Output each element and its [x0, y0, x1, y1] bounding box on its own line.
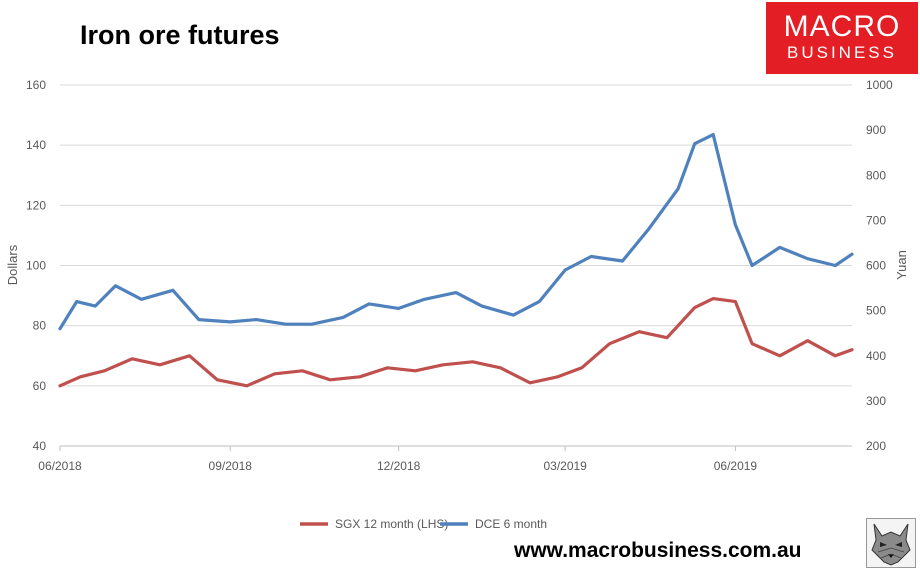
- y-axis-right: 200 300 400 500 600 700 800 900 1000: [866, 78, 893, 453]
- series-line-dce: [58, 133, 854, 331]
- gridlines: [60, 84, 852, 387]
- x-tick-label: 12/2018: [377, 459, 421, 473]
- y-axis-left-label: Dollars: [5, 244, 20, 285]
- x-tick-label: 06/2019: [714, 459, 758, 473]
- legend-label: SGX 12 month (LHS): [335, 517, 448, 531]
- y-right-tick-label: 900: [866, 123, 886, 137]
- website-url: www.macrobusiness.com.au: [514, 539, 802, 562]
- y-left-tick-label: 40: [33, 439, 47, 453]
- x-tick-label: 03/2019: [543, 459, 587, 473]
- series-lines: [58, 133, 854, 388]
- y-left-tick-label: 160: [26, 78, 46, 92]
- x-tick-label: 09/2018: [209, 459, 253, 473]
- y-right-tick-label: 400: [866, 349, 886, 363]
- wolf-logo-icon: [866, 518, 916, 568]
- logo-text-macro: MACRO: [783, 10, 901, 43]
- logo-text-business: BUSINESS: [787, 43, 897, 62]
- y-axis-left: 40 60 80 100 120 140 160: [26, 78, 46, 453]
- y-right-tick-label: 1000: [866, 78, 893, 92]
- y-right-tick-label: 300: [866, 394, 886, 408]
- x-tick-label: 06/2018: [38, 459, 82, 473]
- y-left-tick-label: 120: [26, 198, 46, 212]
- y-left-tick-label: 60: [33, 379, 47, 393]
- y-right-tick-label: 600: [866, 259, 886, 273]
- legend: SGX 12 month (LHS) DCE 6 month: [300, 517, 547, 531]
- y-right-tick-label: 500: [866, 304, 886, 318]
- y-left-tick-label: 100: [26, 259, 46, 273]
- chart-title: Iron ore futures: [80, 20, 280, 50]
- y-right-tick-label: 800: [866, 168, 886, 182]
- y-right-tick-label: 700: [866, 213, 886, 227]
- y-right-tick-label: 200: [866, 439, 886, 453]
- legend-label: DCE 6 month: [475, 517, 547, 531]
- x-axis: 06/2018 09/2018 12/2018 03/2019 06/2019: [38, 445, 852, 473]
- y-axis-right-label: Yuan: [894, 250, 909, 280]
- series-line-sgx: [58, 297, 854, 388]
- y-left-tick-label: 140: [26, 138, 46, 152]
- macrobusiness-logo: MACRO BUSINESS: [766, 2, 918, 74]
- y-left-tick-label: 80: [33, 319, 47, 333]
